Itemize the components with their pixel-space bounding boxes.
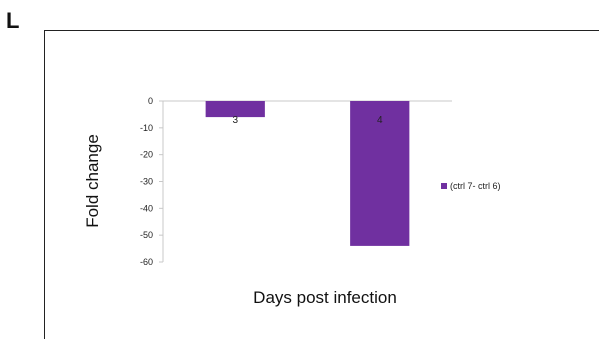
y-tick-label: -60 <box>140 257 153 267</box>
y-tick-label: -30 <box>140 177 153 187</box>
legend-swatch <box>441 183 447 189</box>
y-tick-label: -40 <box>140 203 153 213</box>
figure-frame <box>44 30 599 339</box>
bar <box>205 101 265 118</box>
y-tick-label: -20 <box>140 150 153 160</box>
y-tick-label: -10 <box>140 123 153 133</box>
x-category-label: 3 <box>232 115 238 126</box>
panel-label: L <box>6 8 20 33</box>
bar <box>350 101 410 246</box>
legend-label: (ctrl 7- ctrl 6) <box>450 181 501 191</box>
y-tick-label: -50 <box>140 230 153 240</box>
y-axis-title: Fold change <box>83 134 102 228</box>
x-axis-title: Days post infection <box>253 288 397 307</box>
x-category-label: 4 <box>377 115 383 126</box>
y-tick-label: 0 <box>148 96 153 106</box>
